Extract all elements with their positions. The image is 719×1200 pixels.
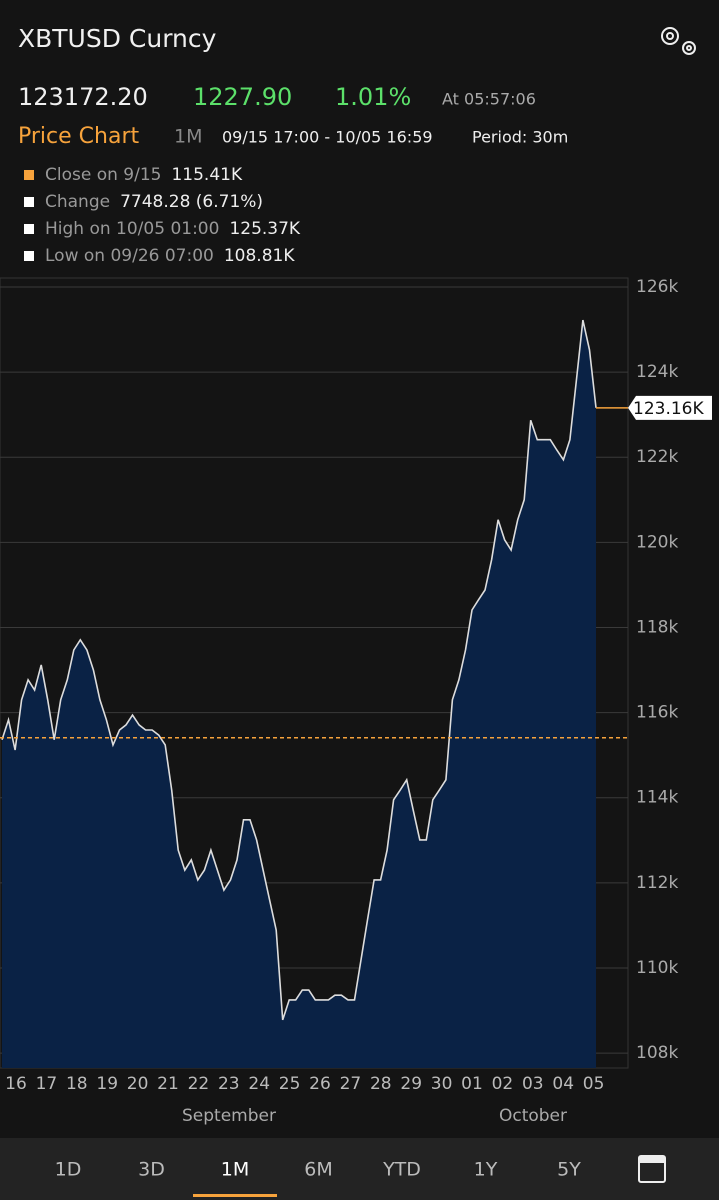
last-price-label: 123.16K — [633, 399, 704, 419]
area — [2, 320, 596, 1069]
x-tick-label: 01 — [461, 1074, 483, 1094]
y-tick-label: 110k — [636, 958, 678, 978]
x-tick-label: 02 — [492, 1074, 514, 1094]
chart-label: Price Chart — [18, 124, 139, 149]
period: Period: 30m — [472, 128, 568, 147]
x-tick-label: 23 — [218, 1074, 240, 1094]
stat-label: Change — [45, 192, 110, 212]
time: At 05:57:06 — [442, 90, 536, 109]
change-pct: 1.01% — [335, 83, 411, 111]
y-tick-label: 124k — [636, 362, 678, 382]
x-tick-label: 26 — [309, 1074, 331, 1094]
x-tick-label: 30 — [431, 1074, 453, 1094]
stat-swatch — [24, 224, 34, 234]
x-tick-label: 24 — [248, 1074, 270, 1094]
tab[interactable]: 3D — [138, 1159, 165, 1181]
tab[interactable]: 1D — [55, 1159, 82, 1181]
tab[interactable]: 1Y — [474, 1159, 498, 1181]
line — [1, 319, 597, 1021]
settings-icon[interactable] — [661, 27, 696, 55]
x-tick-label: 27 — [340, 1074, 362, 1094]
y-tick-label: 116k — [636, 703, 678, 723]
stat-label: Close on 9/15 — [45, 165, 161, 185]
tab[interactable]: 1M — [221, 1159, 249, 1181]
x-tick-label: 03 — [522, 1074, 544, 1094]
range: 1M — [174, 126, 202, 148]
stat-value: 115.41K — [171, 165, 242, 185]
x-tick-label: 17 — [36, 1074, 58, 1094]
y-tick-label: 108k — [636, 1043, 678, 1063]
title: XBTUSD Curncy — [18, 24, 217, 53]
tab[interactable]: 5Y — [557, 1159, 581, 1181]
y-tick-label: 122k — [636, 447, 678, 467]
x-tick-label: 21 — [157, 1074, 179, 1094]
calendar-icon[interactable] — [638, 1155, 666, 1183]
y-tick-label: 126k — [636, 277, 678, 297]
x-tick-label: 29 — [400, 1074, 422, 1094]
x-tick-label: 18 — [66, 1074, 88, 1094]
stat-swatch — [24, 197, 34, 207]
x-tick-label: 25 — [279, 1074, 301, 1094]
x-tick-label: 05 — [583, 1074, 605, 1094]
month-label: October — [499, 1106, 567, 1126]
stat-swatch — [24, 170, 34, 180]
period-span: 09/15 17:00 - 10/05 16:59 — [222, 128, 433, 147]
y-tick-label: 112k — [636, 873, 678, 893]
stat-label: High on 10/05 01:00 — [45, 219, 219, 239]
stat-label: Low on 09/26 07:00 — [45, 246, 214, 266]
change: 1227.90 — [193, 83, 292, 111]
price: 123172.20 — [18, 83, 148, 111]
y-tick-label: 114k — [636, 788, 678, 808]
stat-value: 7748.28 (6.71%) — [120, 192, 263, 212]
y-tick-label: 118k — [636, 617, 678, 637]
x-tick-label: 22 — [188, 1074, 210, 1094]
tab[interactable]: 6M — [304, 1159, 332, 1181]
stat-swatch — [24, 251, 34, 261]
x-tick-label: 28 — [370, 1074, 392, 1094]
tab[interactable]: YTD — [382, 1159, 421, 1181]
tab-bar — [0, 1138, 719, 1200]
last-price-tag — [628, 395, 712, 420]
stat-value: 125.37K — [229, 219, 300, 239]
tab-indicator — [193, 1194, 277, 1197]
x-tick-label: 20 — [127, 1074, 149, 1094]
month-label: September — [182, 1106, 276, 1126]
x-tick-label: 19 — [96, 1074, 118, 1094]
y-tick-label: 120k — [636, 532, 678, 552]
stat-value: 108.81K — [224, 246, 295, 266]
x-tick-label: 16 — [5, 1074, 27, 1094]
x-tick-label: 04 — [552, 1074, 574, 1094]
